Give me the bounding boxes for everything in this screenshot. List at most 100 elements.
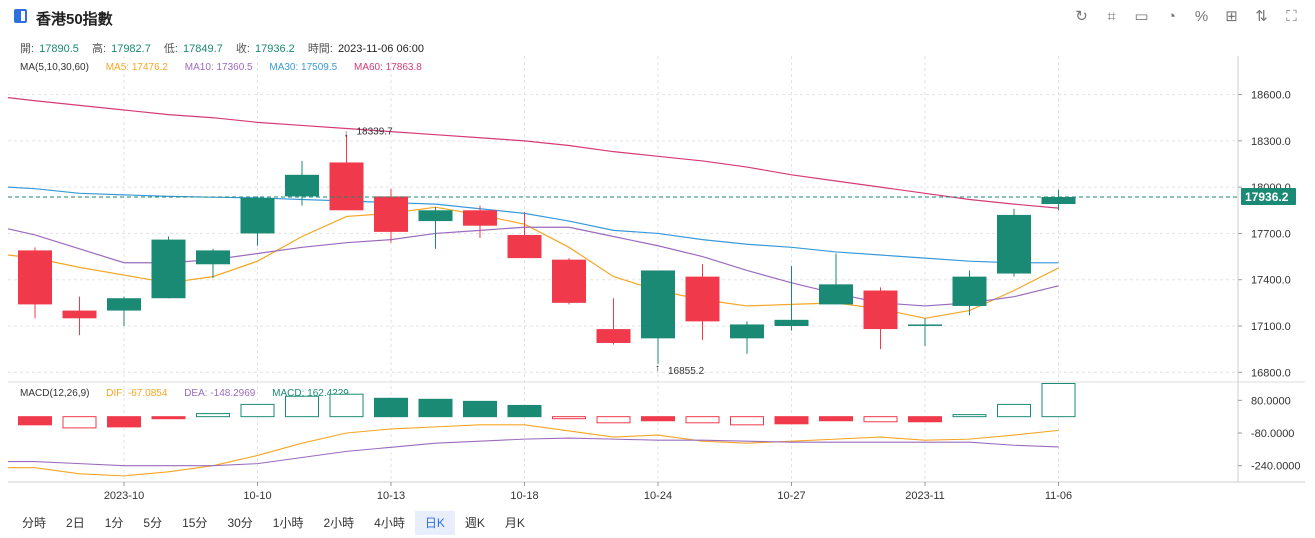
macd-histogram-bar bbox=[463, 400, 497, 418]
ohlc-info: 開: 17890.5 高: 17982.7 低: 17849.7 收: 1793… bbox=[20, 40, 426, 56]
candle-body bbox=[62, 310, 97, 319]
macd-value-legend: MACD: 162.4229 bbox=[272, 388, 349, 399]
y-tick-label: 16800.0 bbox=[1251, 367, 1291, 379]
ma30-line-lead bbox=[7, 186, 36, 190]
dif-legend: DIF: -67.0854 bbox=[106, 388, 168, 399]
candle-body bbox=[240, 197, 275, 234]
x-tick-label: 2023-11 bbox=[905, 490, 945, 502]
candle-body bbox=[952, 276, 987, 306]
period-tab[interactable]: 分時 bbox=[22, 516, 47, 530]
period-tab[interactable]: 1小時 bbox=[272, 516, 304, 530]
candle-body bbox=[418, 210, 453, 222]
high-label: 高: bbox=[91, 43, 107, 55]
macd-legend: MACD(12,26,9) DIF: -67.0854 DEA: -148.29… bbox=[20, 388, 363, 399]
candle-body bbox=[196, 250, 230, 265]
high-value: 17982.7 bbox=[111, 43, 151, 55]
candle-body bbox=[774, 319, 809, 326]
last-price-badge bbox=[1241, 187, 1296, 205]
ma10-line bbox=[34, 226, 1059, 307]
macd-y-tick-label: -80.0000 bbox=[1251, 428, 1294, 440]
dea-line bbox=[8, 437, 1059, 467]
candle-body bbox=[596, 329, 631, 343]
grid-icon[interactable]: ⊞ bbox=[1225, 8, 1238, 25]
macd-histogram-bar bbox=[329, 393, 364, 418]
period-tab[interactable]: 2小時 bbox=[323, 516, 355, 530]
macd-histogram-bar bbox=[952, 414, 987, 418]
y-tick-label: 18300.0 bbox=[1251, 136, 1291, 148]
time-value: 2023-11-06 06:00 bbox=[337, 43, 424, 55]
period-tab[interactable]: 5分 bbox=[143, 516, 163, 530]
candle-body bbox=[685, 276, 720, 322]
x-tick-label: 10-27 bbox=[777, 490, 805, 502]
time-label: 時間: bbox=[307, 43, 333, 55]
macd-histogram-bar bbox=[507, 404, 542, 418]
macd-histogram-bar bbox=[685, 416, 720, 424]
y-tick-label: 17400.0 bbox=[1251, 275, 1291, 287]
annotation-arrow: ↓ bbox=[344, 129, 349, 140]
candle-body bbox=[1041, 196, 1076, 205]
low-value: 17849.7 bbox=[183, 43, 223, 55]
period-tab[interactable]: 30分 bbox=[227, 516, 253, 530]
period-tab[interactable]: 1分 bbox=[104, 516, 124, 530]
image-icon[interactable]: ▭ bbox=[1134, 8, 1149, 25]
candle-body bbox=[863, 290, 898, 330]
period-tab[interactable]: 日K bbox=[414, 511, 455, 535]
macd-histogram-bar bbox=[641, 416, 675, 422]
pie-chart-icon[interactable]: ◔ bbox=[1166, 8, 1177, 25]
macd-histogram-bar bbox=[997, 403, 1031, 418]
macd-histogram-bar bbox=[151, 416, 186, 420]
x-tick-label: 2023-10 bbox=[104, 490, 144, 502]
fullscreen-icon[interactable]: ⛶ bbox=[1286, 8, 1297, 25]
macd-histogram-bar bbox=[107, 416, 141, 428]
macd-label: MACD(12,26,9) bbox=[20, 388, 90, 399]
macd-histogram-bar bbox=[1041, 383, 1076, 418]
candle-body bbox=[819, 284, 853, 305]
period-tab[interactable]: 2日 bbox=[66, 516, 85, 530]
ma60-line bbox=[34, 100, 1059, 209]
macd-histogram-bar bbox=[240, 403, 275, 418]
macd-histogram-bar bbox=[774, 416, 809, 425]
ma5-line bbox=[34, 206, 1059, 319]
ma30-line bbox=[34, 188, 1059, 264]
last-price-label: 17936.2 bbox=[1245, 190, 1289, 204]
close-label: 收: bbox=[235, 43, 250, 55]
annotation-arrow: ↑ bbox=[655, 363, 660, 374]
period-tab[interactable]: 15分 bbox=[182, 516, 208, 530]
open-label: 開: bbox=[20, 43, 35, 55]
dif-line bbox=[8, 424, 1059, 477]
y-tick-label: 17100.0 bbox=[1251, 321, 1291, 333]
period-tab[interactable]: 週K bbox=[464, 516, 485, 530]
candle-body bbox=[285, 174, 319, 197]
ma10-legend: MA10: 17360.5 bbox=[184, 62, 253, 73]
macd-y-tick-label: 80.0000 bbox=[1251, 395, 1291, 407]
ma60-line-lead bbox=[7, 97, 36, 102]
toolbar: ↻ ⌗ ▭ ◔ % ⊞ ⇅ ⛶ bbox=[1070, 7, 1303, 27]
title-bar: 香港50指數 ↻ ⌗ ▭ ◔ % ⊞ ⇅ ⛶ bbox=[0, 0, 1315, 34]
chart-canvas[interactable]: 18600.018300.018000.017700.017400.017100… bbox=[0, 0, 1315, 510]
x-tick-label: 10-10 bbox=[243, 490, 271, 502]
crop-icon[interactable]: ⌗ bbox=[1107, 8, 1116, 25]
period-tab[interactable]: 4小時 bbox=[374, 516, 405, 530]
high-annotation: 18339.7 bbox=[357, 127, 394, 138]
x-tick-label: 10-13 bbox=[377, 490, 405, 502]
period-tab[interactable]: 月K bbox=[504, 516, 525, 530]
ma-legend: MA(5,10,30,60) MA5: 17476.2 MA10: 17360.… bbox=[20, 62, 436, 73]
y-tick-label: 17700.0 bbox=[1251, 228, 1291, 240]
swap-icon[interactable]: ⇅ bbox=[1255, 8, 1268, 25]
macd-y-tick-label: -240.0000 bbox=[1251, 461, 1301, 473]
macd-histogram-bar bbox=[863, 416, 898, 423]
ma10-line-lead bbox=[7, 228, 36, 236]
macd-histogram-bar bbox=[908, 416, 942, 423]
macd-histogram-bar bbox=[596, 416, 631, 424]
refresh-icon[interactable]: ↻ bbox=[1075, 8, 1088, 25]
chart-title: 香港50指數 bbox=[36, 11, 113, 28]
candle-body bbox=[151, 239, 186, 299]
ma-label: MA(5,10,30,60) bbox=[20, 62, 89, 73]
percent-icon[interactable]: % bbox=[1194, 8, 1209, 25]
macd-histogram-bar bbox=[285, 395, 319, 418]
close-value: 17936.2 bbox=[254, 43, 295, 55]
dea-legend: DEA: -148.2969 bbox=[184, 388, 256, 399]
x-tick-label: 10-24 bbox=[644, 490, 672, 502]
y-tick-label: 18600.0 bbox=[1251, 90, 1291, 102]
ma60-legend: MA60: 17863.8 bbox=[353, 62, 422, 73]
